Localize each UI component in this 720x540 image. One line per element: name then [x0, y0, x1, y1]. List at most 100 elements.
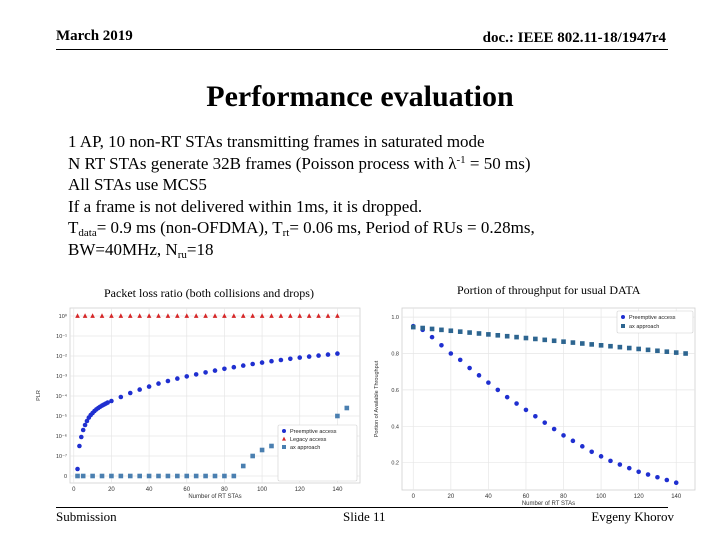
plr-data-point: [203, 313, 208, 318]
plr-data-point: [165, 313, 171, 318]
plr-data-point: [269, 313, 274, 318]
tput-legend-marker: [621, 315, 625, 319]
bullet-line-2: N RT STAs generate 32B frames (Poisson p…: [68, 153, 668, 175]
tput-y-tick-label: 0.4: [391, 424, 399, 430]
plr-legend-marker: [282, 429, 286, 433]
plr-data-point: [240, 463, 246, 469]
plr-data-point: [184, 313, 190, 318]
plr-data-point: [212, 313, 218, 318]
header-date: March 2019: [56, 28, 133, 44]
tput-data-point: [570, 438, 576, 444]
plr-data-point: [231, 313, 237, 318]
plr-data-point: [84, 418, 90, 424]
plr-data-point: [137, 387, 142, 392]
bullet-line-5-mid: = 0.9 ms (non-OFDMA), T: [96, 218, 283, 237]
plr-legend-marker: [282, 436, 286, 441]
tput-data-point: [448, 351, 454, 356]
plr-data-point: [90, 473, 95, 479]
tput-data-point: [533, 336, 538, 342]
tput-data-point: [561, 433, 566, 438]
plr-data-point: [288, 356, 293, 362]
tput-data-point: [580, 341, 585, 346]
tput-data-point: [664, 349, 670, 354]
plr-x-tick-label: 120: [295, 487, 306, 493]
plr-y-tick-label: 10⁻²: [56, 354, 67, 360]
plr-series-2: [75, 313, 340, 318]
plr-data-point: [109, 398, 114, 404]
plr-data-point: [82, 422, 88, 428]
plr-data-point: [118, 313, 124, 318]
header-doc-id: doc.: IEEE 802.11-18/1947r4: [482, 30, 666, 46]
tput-data-point: [476, 373, 482, 378]
plr-x-tick-label: 0: [72, 487, 76, 493]
tput-data-point: [486, 380, 491, 385]
tput-legend-marker: [621, 324, 625, 328]
tput-x-tick-label: 120: [634, 494, 645, 500]
tput-data-point: [457, 357, 463, 363]
tput-data-point: [645, 347, 651, 353]
tput-x-tick-label: 140: [671, 494, 682, 500]
tput-data-point: [429, 326, 435, 332]
plr-y-tick-label: 0: [64, 474, 67, 480]
plr-data-point: [137, 313, 142, 318]
tput-data-point: [448, 328, 454, 334]
tput-data-point: [429, 334, 435, 340]
plr-data-point: [297, 313, 303, 318]
plr-data-point: [240, 363, 246, 368]
plr-x-tick-label: 140: [332, 487, 343, 493]
plr-data-point: [344, 405, 350, 411]
tput-data-point: [439, 327, 444, 333]
plr-y-axis-label: PLR: [36, 390, 42, 401]
t-symbol: T: [68, 218, 79, 237]
tput-data-point: [655, 348, 660, 354]
tput-data-point: [467, 330, 472, 335]
tput-data-point: [533, 413, 538, 419]
tput-data-point: [608, 458, 613, 464]
plr-data-point: [90, 313, 95, 318]
plr-x-tick-label: 60: [183, 487, 190, 493]
tput-data-point: [636, 469, 641, 475]
plr-data-point: [109, 473, 114, 479]
plr-legend-label: ax approach: [290, 445, 320, 451]
footer-submission: Submission: [56, 509, 117, 524]
tput-y-tick-label: 0.8: [391, 352, 399, 358]
plr-legend-marker: [282, 445, 286, 449]
plr-data-point: [316, 353, 321, 358]
plr-x-axis-label: Number of RT STAs: [188, 494, 241, 500]
plr-data-point: [127, 390, 133, 396]
plr-data-point: [335, 413, 340, 419]
tput-data-point: [551, 426, 557, 432]
plr-data-point: [105, 400, 110, 405]
plr-legend-label: Preemptive access: [290, 429, 337, 435]
plr-data-point: [269, 443, 274, 449]
plr-data-point: [222, 473, 227, 479]
plr-series-1: [75, 351, 340, 472]
bullet-line-5: Tdata= 0.9 ms (non-OFDMA), Trt= 0.06 ms,…: [68, 217, 668, 239]
plr-data-point: [184, 473, 190, 479]
tput-legend-label: ax approach: [629, 324, 659, 330]
tput-series-2: [410, 324, 688, 356]
tput-x-tick-label: 60: [523, 494, 530, 500]
plr-data-point: [193, 313, 199, 318]
tput-data-point: [410, 324, 416, 330]
tput-y-tick-label: 0.2: [391, 461, 399, 467]
plr-data-point: [156, 313, 161, 318]
tput-data-point: [551, 338, 557, 344]
plr-data-point: [222, 313, 227, 318]
bullet-line-6-text: BW=40MHz, N: [68, 239, 178, 259]
tput-data-point: [420, 325, 425, 331]
plr-data-point: [278, 357, 284, 363]
tput-data-point: [598, 454, 604, 459]
plr-data-point: [203, 370, 208, 375]
plr-data-point: [175, 376, 180, 381]
tput-data-point: [673, 350, 679, 355]
plr-data-point: [78, 434, 84, 440]
plr-data-point: [146, 473, 152, 479]
tput-x-tick-label: 40: [485, 494, 492, 500]
header-divider: [56, 49, 668, 50]
plr-x-tick-label: 40: [146, 487, 153, 493]
tput-data-point: [542, 420, 548, 425]
plr-x-tick-label: 20: [108, 487, 115, 493]
plr-data-point: [306, 354, 312, 359]
plr-data-point: [306, 313, 312, 318]
